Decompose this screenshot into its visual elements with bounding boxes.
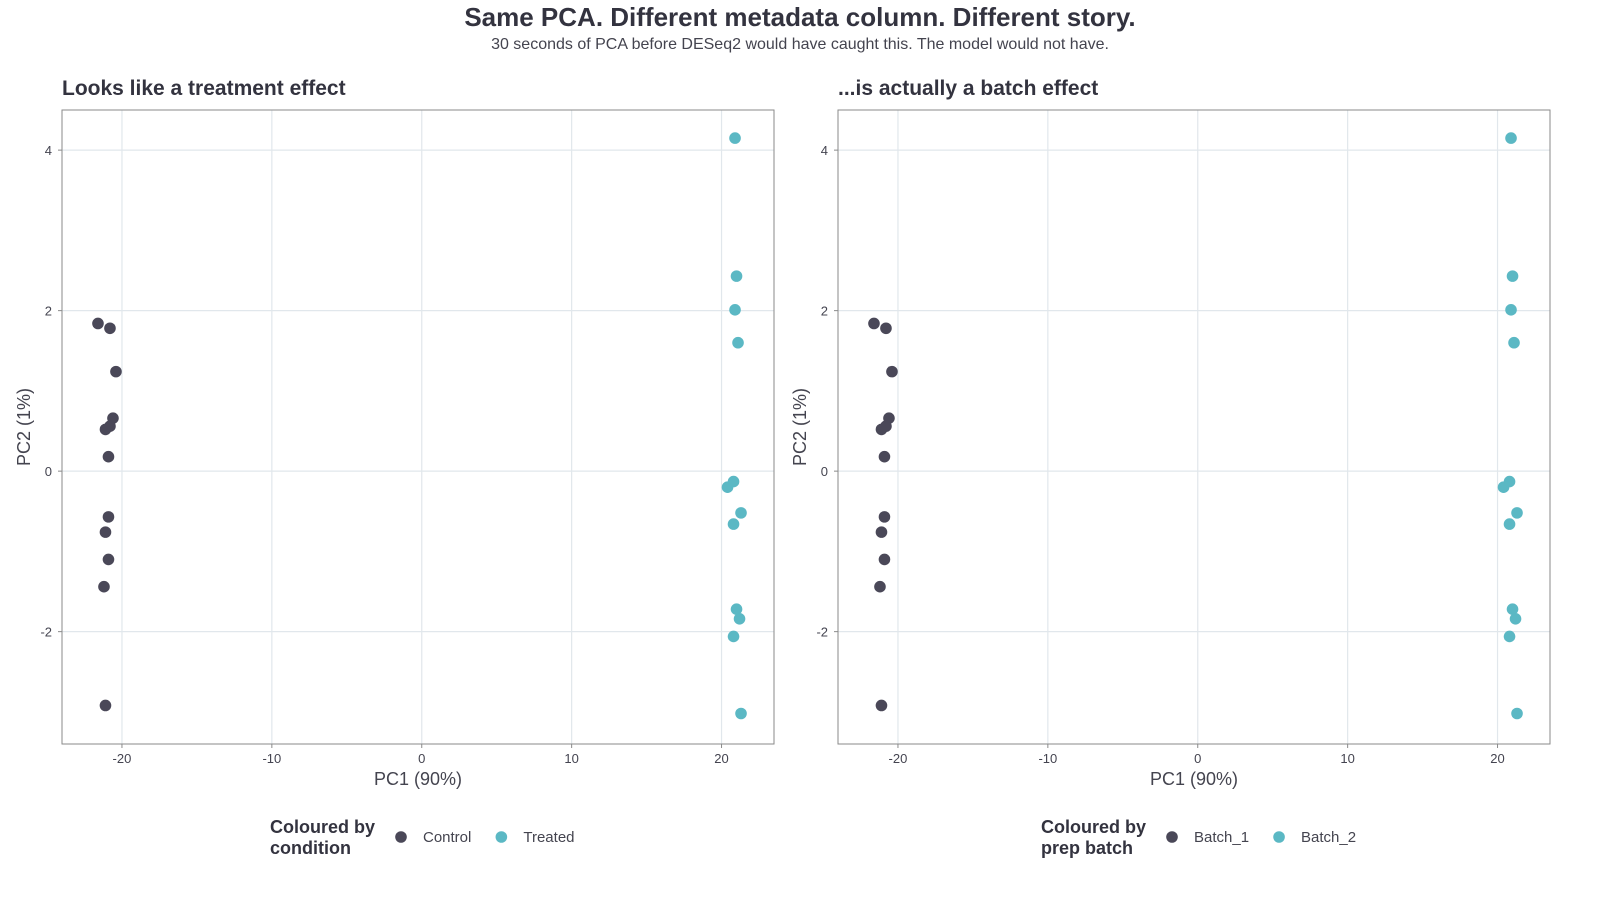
- legend-label-batch_1: Batch_1: [1194, 829, 1249, 846]
- legend-label-treated: Treated: [523, 829, 574, 846]
- data-point-batch_2: [1511, 507, 1523, 519]
- figure-title: Same PCA. Different metadata column. Dif…: [464, 2, 1136, 32]
- y-tick-label: -2: [40, 625, 52, 640]
- legend-title: prep batch: [1041, 838, 1133, 858]
- legend-marker-control: [395, 831, 407, 843]
- y-tick-label: 2: [45, 304, 52, 319]
- x-tick-label: -20: [889, 751, 908, 766]
- data-point-batch_2: [1503, 475, 1516, 488]
- data-point-treated: [732, 336, 744, 349]
- data-point-treated: [729, 132, 741, 144]
- data-point-treated: [730, 603, 743, 615]
- data-point-batch_2: [1508, 336, 1520, 349]
- data-point-batch_1: [875, 526, 888, 538]
- data-point-treated: [735, 707, 747, 720]
- x-tick-label: 20: [714, 751, 728, 766]
- data-point-treated: [735, 507, 747, 519]
- y-tick-label: -2: [816, 625, 828, 640]
- legend-title: Coloured by: [270, 817, 375, 837]
- legend-marker-treated: [495, 831, 508, 843]
- data-point-batch_2: [1511, 707, 1523, 720]
- x-tick-label: 10: [1340, 751, 1354, 766]
- y-tick-label: 4: [45, 143, 52, 158]
- legend-marker-batch_1: [1166, 831, 1178, 843]
- data-point-batch_2: [1505, 132, 1517, 144]
- x-axis-label: PC1 (90%): [374, 769, 462, 789]
- x-axis-label: PC1 (90%): [1150, 769, 1238, 789]
- legend-title: condition: [270, 838, 351, 858]
- data-point-batch_1: [878, 511, 891, 523]
- y-axis-label: PC2 (1%): [790, 388, 810, 466]
- data-point-batch_2: [1505, 304, 1517, 316]
- y-tick-label: 2: [821, 304, 828, 319]
- pca-panel-1: Looks like a treatment effect-20 -10 0 10 20…: [14, 77, 775, 858]
- x-tick-label: 10: [564, 751, 578, 766]
- data-point-treated: [730, 270, 743, 282]
- data-point-control: [99, 423, 112, 436]
- data-point-control: [98, 580, 110, 593]
- figure-subtitle: 30 seconds of PCA before DESeq2 would ha…: [491, 36, 1109, 53]
- data-point-batch_1: [878, 553, 891, 566]
- panel-border: [61, 109, 775, 745]
- data-point-batch_1: [875, 699, 888, 712]
- pca-panel-2: ...is actually a batch effect-20 -10 0 10 20…: [790, 77, 1551, 858]
- panel-title: Looks like a treatment effect: [62, 77, 346, 100]
- panel-border: [837, 109, 1551, 745]
- data-point-batch_1: [874, 580, 886, 593]
- data-point-batch_2: [1506, 603, 1519, 615]
- y-tick-label: 0: [45, 464, 52, 479]
- data-point-batch_2: [1506, 270, 1519, 282]
- data-point-batch_2: [1503, 518, 1516, 530]
- data-point-control: [110, 365, 122, 378]
- data-point-batch_2: [1509, 613, 1522, 625]
- y-axis-label: PC2 (1%): [14, 388, 34, 466]
- data-point-batch_1: [875, 423, 888, 436]
- data-point-control: [102, 553, 115, 566]
- y-tick-label: 0: [821, 464, 828, 479]
- data-point-treated: [727, 630, 740, 643]
- data-point-control: [99, 699, 112, 712]
- legend-label-batch_2: Batch_2: [1301, 829, 1356, 846]
- x-tick-label: -10: [262, 751, 281, 766]
- data-point-control: [102, 450, 115, 463]
- data-point-treated: [733, 613, 746, 625]
- data-point-batch_2: [1503, 630, 1516, 643]
- x-tick-label: -10: [1038, 751, 1057, 766]
- x-tick-label: -20: [113, 751, 132, 766]
- legend-marker-batch_2: [1273, 831, 1285, 843]
- data-point-control: [104, 322, 116, 335]
- x-tick-label: 0: [418, 751, 425, 766]
- panel-title: ...is actually a batch effect: [838, 77, 1098, 100]
- y-tick-label: 4: [821, 143, 828, 158]
- x-tick-label: 0: [1194, 751, 1201, 766]
- data-point-batch_1: [886, 365, 898, 378]
- legend-label-control: Control: [423, 829, 471, 846]
- data-point-treated: [727, 475, 740, 488]
- data-point-control: [102, 511, 115, 523]
- data-point-control: [99, 526, 112, 538]
- data-point-control: [92, 317, 104, 330]
- data-point-treated: [727, 518, 740, 530]
- x-tick-label: 20: [1490, 751, 1504, 766]
- legend-title: Coloured by: [1041, 817, 1146, 837]
- data-point-batch_1: [880, 322, 892, 335]
- data-point-batch_1: [868, 317, 880, 330]
- data-point-treated: [729, 304, 741, 316]
- data-point-batch_1: [878, 450, 891, 463]
